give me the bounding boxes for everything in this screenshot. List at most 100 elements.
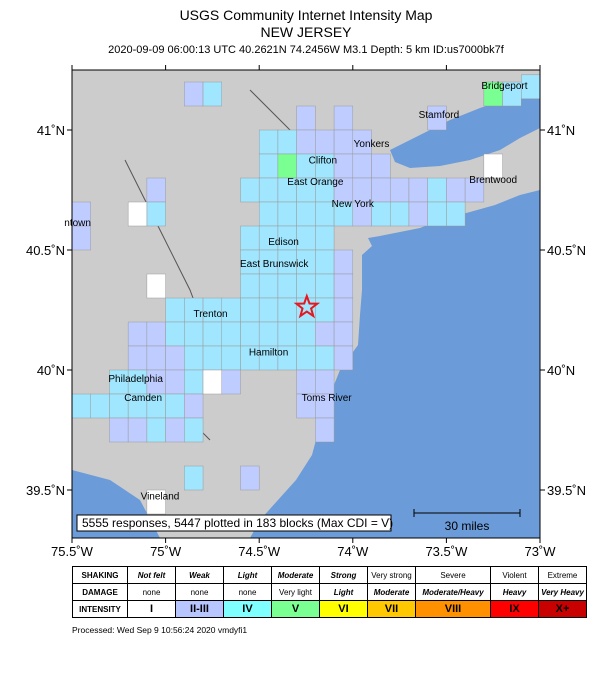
ocean-water	[250, 190, 540, 538]
intensity-block	[221, 345, 241, 371]
intensity-block	[165, 369, 185, 395]
intensity-block	[258, 153, 279, 179]
intensity-block	[352, 153, 372, 179]
lon-tick-label: 73.5˚W	[425, 544, 468, 559]
lat-tick-label: 41˚N	[37, 123, 65, 138]
lon-tick-label: 75˚W	[150, 544, 182, 559]
intensity-block	[165, 345, 185, 371]
intensity-block	[333, 129, 354, 155]
intensity-block	[315, 345, 335, 371]
processed-timestamp: Processed: Wed Sep 9 10:56:24 2020 vmdyf…	[72, 625, 248, 635]
lon-tick-label: 73˚W	[524, 544, 556, 559]
intensity-block	[184, 345, 204, 371]
legend-row-shaking: SHAKING Not felt Weak Light Moderate Str…	[72, 566, 587, 584]
summary-text: 5555 responses, 5447 plotted in 183 bloc…	[82, 516, 393, 530]
intensity-block	[71, 393, 91, 419]
legend-shaking-cell: Severe	[415, 566, 491, 584]
intensity-block	[315, 369, 335, 395]
intensity-block	[296, 105, 316, 131]
intensity-block	[240, 321, 260, 347]
intensity-block	[258, 129, 279, 155]
legend-damage-cell: Heavy	[490, 583, 539, 601]
intensity-block	[296, 273, 316, 299]
intensity-block	[146, 177, 166, 203]
legend-row-damage: DAMAGE none none none Very light Light M…	[72, 583, 587, 601]
scale-label: 30 miles	[445, 519, 490, 533]
intensity-block	[240, 177, 260, 203]
intensity-legend: SHAKING Not felt Weak Light Moderate Str…	[72, 566, 587, 618]
intensity-map[interactable]: Bridgeport Stamford Yonkers Clifton East Ora…	[0, 0, 612, 560]
intensity-block	[277, 201, 297, 227]
intensity-block	[240, 225, 260, 251]
legend-shaking-cell: Strong	[319, 566, 368, 584]
intensity-block	[146, 345, 166, 371]
intensity-block	[127, 345, 148, 371]
intensity-block	[146, 321, 166, 347]
lon-tick-label: 74.5˚W	[238, 544, 281, 559]
legend-header-intensity: INTENSITY	[72, 600, 128, 618]
intensity-block	[333, 297, 354, 323]
intensity-block	[240, 273, 260, 299]
intensity-block	[296, 369, 316, 395]
city-label: Bridgeport	[481, 81, 527, 92]
lat-tick-label: 39.5˚N	[26, 483, 65, 498]
map-region: NEW JERSEY	[260, 24, 352, 40]
intensity-block	[296, 225, 316, 251]
intensity-block	[202, 345, 223, 371]
legend-intensity-cell: II-III	[175, 600, 224, 618]
intensity-block	[165, 321, 185, 347]
legend-damage-cell: Very Heavy	[538, 583, 587, 601]
lon-tick-label: 74˚W	[337, 544, 369, 559]
intensity-block	[146, 273, 166, 299]
axis-ticks: 75.5˚W 75˚W 74.5˚W 74˚W 73.5˚W 73˚W 41˚N 41˚N 40…	[26, 65, 586, 559]
intensity-block	[427, 105, 447, 131]
intensity-block	[371, 201, 391, 227]
legend-damage-cell: none	[127, 583, 176, 601]
lat-tick-label: 39.5˚N	[547, 483, 586, 498]
city-label: Trenton	[193, 309, 227, 320]
intensity-block	[333, 249, 354, 275]
city-label: East Brunswick	[240, 259, 309, 270]
intensity-block	[165, 393, 185, 419]
legend-intensity-cell: I	[127, 600, 176, 618]
city-label: Stamford	[419, 110, 460, 121]
city-label: Brentwood	[469, 175, 517, 186]
intensity-block	[464, 177, 485, 203]
city-label: Clifton	[309, 156, 337, 167]
intensity-block	[315, 225, 335, 251]
city-label: East Orange	[287, 177, 344, 188]
intensity-block	[427, 177, 447, 203]
intensity-block	[202, 369, 223, 395]
intensity-block	[315, 321, 335, 347]
city-label: ntown	[64, 218, 91, 229]
intensity-block	[146, 201, 166, 227]
city-label: Hamilton	[249, 348, 288, 359]
intensity-block	[202, 81, 223, 107]
lat-tick-label: 40.5˚N	[26, 243, 65, 258]
intensity-block	[408, 201, 428, 227]
intensity-block	[408, 177, 428, 203]
star-icon	[293, 293, 321, 319]
legend-damage-cell: Light	[319, 583, 368, 601]
lat-tick-label: 40˚N	[547, 363, 575, 378]
intensity-block	[258, 297, 279, 323]
intensity-block	[127, 201, 148, 227]
legend-damage-cell: none	[175, 583, 224, 601]
intensity-block	[258, 321, 279, 347]
city-label: Camden	[124, 393, 162, 404]
intensity-block	[71, 225, 91, 251]
summary-box: 5555 responses, 5447 plotted in 183 bloc…	[76, 514, 393, 532]
intensity-block	[296, 321, 316, 347]
lat-tick-label: 40.5˚N	[547, 243, 586, 258]
intensity-block	[240, 465, 260, 491]
lat-tick-label: 40˚N	[37, 363, 65, 378]
intensity-block	[296, 129, 316, 155]
city-label: Toms River	[302, 393, 353, 404]
intensity-block	[389, 177, 410, 203]
intensity-block	[333, 273, 354, 299]
scale-bar: 30 miles	[413, 509, 521, 533]
legend-intensity-cell: IV	[223, 600, 272, 618]
intensity-block	[165, 297, 185, 323]
intensity-block	[146, 489, 166, 515]
intensity-block	[371, 177, 391, 203]
